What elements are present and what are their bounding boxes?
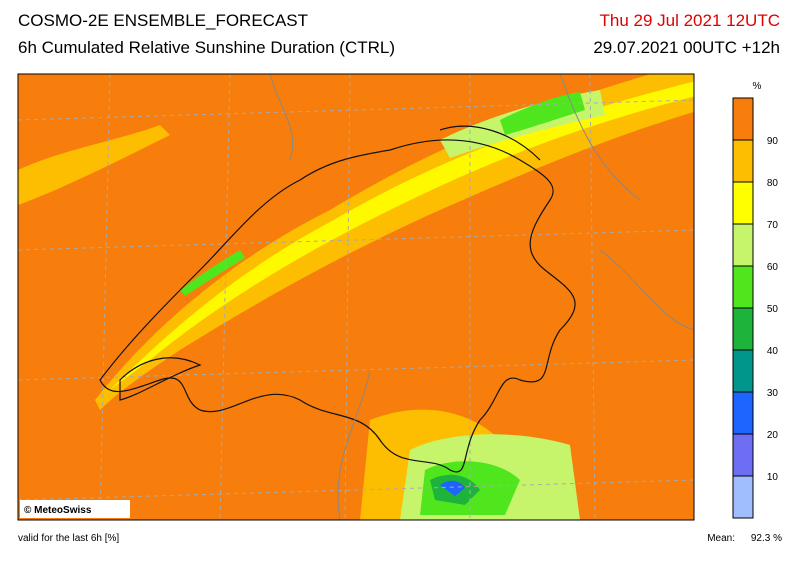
mean-value: 92.3 %	[751, 533, 782, 544]
colorbar-label: 20	[767, 430, 779, 441]
colorbar-bin	[733, 266, 753, 308]
colorbar-label: 80	[767, 178, 779, 189]
colorbar-bin	[733, 140, 753, 182]
colorbar-bin	[733, 182, 753, 224]
credit: © MeteoSwiss	[24, 505, 92, 516]
colorbar-bin	[733, 392, 753, 434]
colorbar-label: 40	[767, 346, 779, 357]
colorbar: % 90 80 70 60 50 40 30 20 10	[732, 81, 779, 519]
run-time: 29.07.2021 00UTC +12h	[593, 38, 780, 57]
colorbar-bin	[733, 308, 753, 350]
colorbar-bin	[733, 476, 753, 518]
colorbar-label: 10	[767, 472, 779, 483]
colorbar-label: 90	[767, 136, 779, 147]
colorbar-label: 60	[767, 262, 779, 273]
footer-note: valid for the last 6h [%]	[18, 533, 119, 544]
map: © MeteoSwiss	[17, 73, 695, 521]
colorbar-label: 50	[767, 304, 779, 315]
colorbar-bin	[733, 350, 753, 392]
subtitle: 6h Cumulated Relative Sunshine Duration …	[18, 38, 395, 57]
colorbar-bin	[733, 434, 753, 476]
colorbar-unit: %	[753, 81, 762, 92]
colorbar-label: 70	[767, 220, 779, 231]
colorbar-bin	[733, 224, 753, 266]
colorbar-label: 30	[767, 388, 779, 399]
mean-label: Mean:	[707, 533, 735, 544]
valid-time: Thu 29 Jul 2021 12UTC	[600, 11, 781, 30]
title: COSMO-2E ENSEMBLE_FORECAST	[18, 11, 308, 30]
colorbar-bin	[733, 98, 753, 140]
